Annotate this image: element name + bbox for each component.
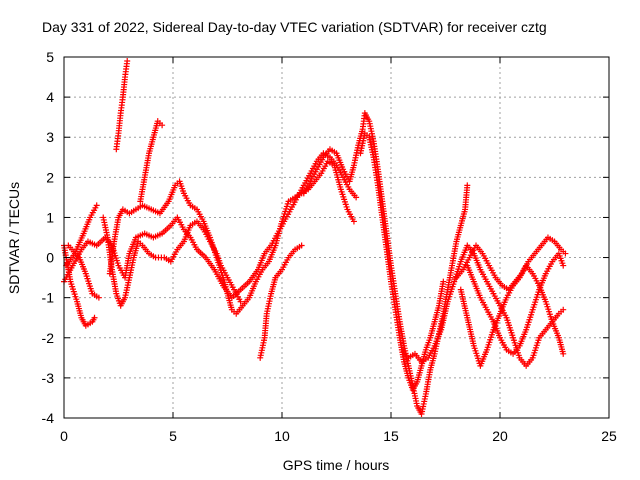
series-trace-14 (453, 234, 569, 293)
series-trace-5 (100, 214, 244, 309)
chart-title: Day 331 of 2022, Sidereal Day-to-day VTE… (42, 19, 547, 35)
y-tick-label: -2 (42, 330, 55, 346)
data-point (124, 58, 131, 65)
data-points (61, 58, 569, 417)
y-tick-label: 1 (46, 209, 54, 225)
data-point (560, 306, 567, 313)
tick-labels: 0 5 10 15 20 25 -4 -3 -2 -1 0 1 2 3 4 5 (42, 49, 617, 444)
data-point (93, 202, 100, 209)
y-tick-label: -4 (42, 410, 55, 426)
x-tick-label: 5 (169, 428, 177, 444)
data-point (353, 194, 360, 201)
x-tick-label: 15 (383, 428, 399, 444)
y-tick-label: 2 (46, 169, 54, 185)
data-point (560, 350, 567, 357)
series-trace-3 (65, 242, 102, 301)
y-tick-label: 5 (46, 49, 54, 65)
series-trace-11 (357, 130, 447, 393)
series-trace-9 (257, 242, 305, 361)
series-trace-15 (464, 250, 567, 357)
y-tick-label: 4 (46, 89, 54, 105)
data-point (562, 250, 569, 257)
data-point (95, 294, 102, 301)
series-trace-10 (300, 110, 471, 417)
y-tick-label: 0 (46, 250, 54, 266)
data-point (237, 298, 244, 305)
series-trace-2 (63, 202, 100, 269)
x-tick-label: 20 (492, 428, 508, 444)
x-tick-label: 0 (60, 428, 68, 444)
data-point (440, 278, 447, 285)
data-point (159, 122, 166, 129)
y-tick-label: -3 (42, 370, 55, 386)
series-trace-4 (61, 150, 360, 301)
y-axis-label: SDTVAR / TECUs (6, 182, 22, 294)
data-point (560, 262, 567, 269)
y-tick-label: -1 (42, 290, 55, 306)
x-tick-label: 10 (274, 428, 290, 444)
data-point (464, 182, 471, 189)
plot-frame (63, 56, 610, 419)
series-trace-12 (398, 242, 567, 369)
series-trace-7 (113, 58, 131, 153)
series-trace-1 (61, 242, 98, 329)
y-tick-label: 3 (46, 129, 54, 145)
axis-ticks (63, 56, 610, 419)
data-point (91, 314, 98, 321)
x-tick-label: 25 (601, 428, 617, 444)
x-axis-label: GPS time / hours (283, 457, 390, 473)
data-point (298, 242, 305, 249)
data-point (350, 218, 357, 225)
series-trace-8 (137, 118, 166, 205)
